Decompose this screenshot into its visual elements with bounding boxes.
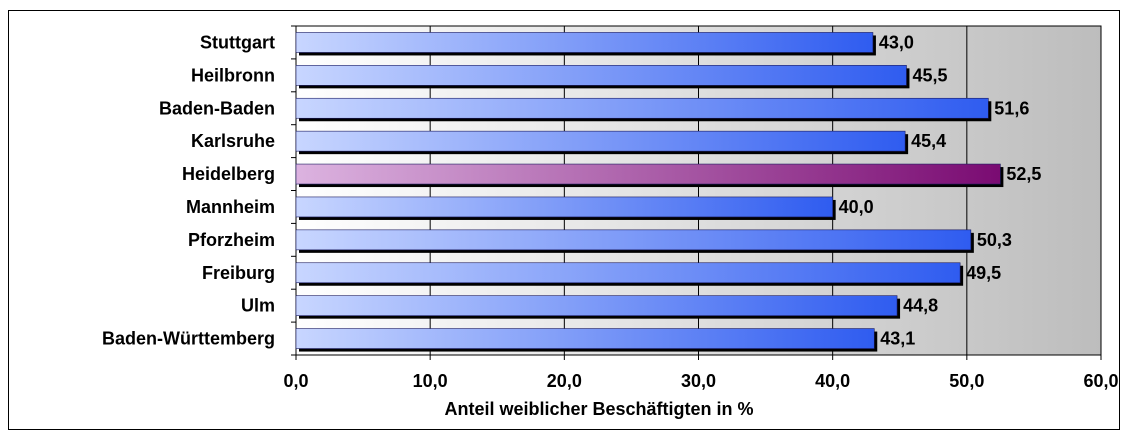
category-label: Mannheim [186,197,275,217]
x-tick-label: 40,0 [815,371,850,391]
data-label: 52,5 [1006,164,1041,184]
x-axis-title: Anteil weiblicher Beschäftigten in % [444,399,753,419]
x-tick-label: 10,0 [413,371,448,391]
bar [295,295,898,316]
data-label: 45,5 [912,65,947,85]
bar [295,262,961,284]
category-label: Ulm [241,296,275,316]
bar-chart: 0,0 10,0 20,0 30,0 40,0 50,0 60,0 Stuttgart 43,0… [102,25,1119,419]
bar-highlighted [295,163,1001,185]
data-label: 49,5 [966,263,1001,283]
labels: 0,0 10,0 20,0 30,0 40,0 50,0 60,0 Stuttgart 43,0… [102,32,1119,391]
bars [295,32,1004,352]
data-label: 43,0 [879,32,914,52]
category-label: Karlsruhe [191,131,275,151]
category-label: Heilbronn [191,65,275,85]
axis-ticks [291,25,1102,360]
category-label: Baden-Württemberg [102,329,275,349]
x-tick-label: 20,0 [547,371,582,391]
category-label: Baden-Baden [159,98,275,118]
data-label: 50,3 [977,230,1012,250]
bar [295,65,907,86]
data-label: 43,1 [880,329,915,349]
data-label: 40,0 [839,197,874,217]
x-tick-label: 0,0 [283,371,308,391]
x-tick-label: 60,0 [1083,371,1118,391]
bar [295,32,874,53]
chart-frame: 0,0 10,0 20,0 30,0 40,0 50,0 60,0 Stuttgart 43,0… [8,10,1120,430]
bar [295,229,972,251]
category-label: Stuttgart [200,32,275,52]
category-label: Freiburg [202,263,275,283]
data-label: 44,8 [903,296,938,316]
bar [295,130,906,152]
bar [295,97,989,119]
data-label: 45,4 [911,131,946,151]
x-tick-label: 30,0 [681,371,716,391]
bar [295,196,833,218]
category-label: Pforzheim [188,230,275,250]
x-tick-label: 50,0 [949,371,984,391]
bar [295,328,875,349]
category-label: Heidelberg [182,164,275,184]
data-label: 51,6 [994,98,1029,118]
